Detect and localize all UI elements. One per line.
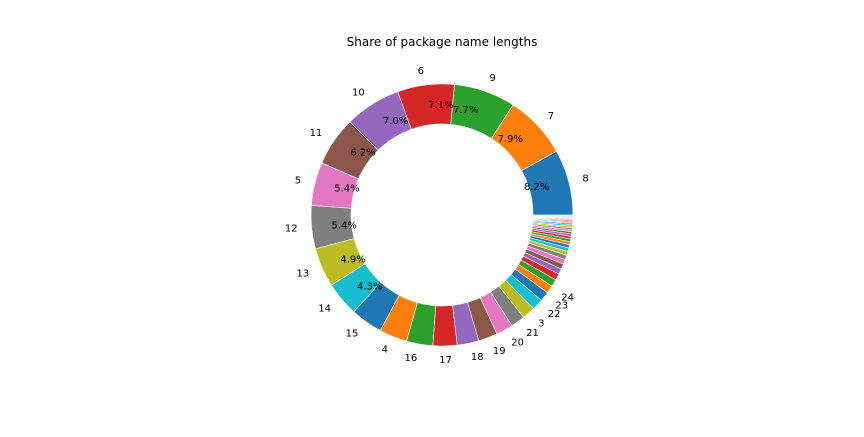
percent-label-9: 7.7%: [453, 105, 478, 116]
slice-label-10: 10: [352, 87, 365, 98]
percent-label-12: 5.4%: [331, 220, 356, 231]
slice-label-23: 23: [555, 300, 568, 311]
slice-label-24: 24: [561, 292, 574, 303]
percent-label-10: 7.0%: [383, 116, 408, 127]
slice-label-14: 14: [318, 303, 331, 314]
percent-labels-group: 8.2% 7.9% 7.7%7.1% 7.0% 6.2% 5.4% 5.4% 4.9% 4.3%: [331, 100, 549, 293]
slice-label-8: 8: [582, 174, 588, 185]
chart-title: Share of package name lengths: [347, 35, 538, 49]
percent-label-11: 6.2%: [350, 147, 375, 158]
percent-label-13: 4.9%: [340, 255, 365, 266]
slice-small-49: [532, 214, 574, 217]
slice-label-6: 6: [418, 66, 424, 77]
slice-label-9: 9: [490, 73, 496, 84]
slices-group: [310, 83, 574, 347]
slice-label-7: 7: [548, 111, 554, 122]
slice-label-3: 3: [538, 319, 544, 330]
percent-label-6: 7.1%: [428, 100, 453, 111]
slice-label-15: 15: [346, 328, 359, 339]
percent-label-5: 5.4%: [334, 184, 359, 195]
slice-label-5: 5: [295, 176, 301, 187]
slice-label-16: 16: [405, 353, 418, 364]
slice-label-17: 17: [439, 355, 452, 366]
slice-label-12: 12: [285, 224, 298, 235]
slice-label-21: 21: [526, 328, 539, 339]
slice-label-11: 11: [310, 128, 323, 139]
percent-label-7: 7.9%: [498, 134, 523, 145]
percent-label-8: 8.2%: [524, 182, 549, 193]
slice-label-22: 22: [548, 309, 561, 320]
slice-label-20: 20: [511, 337, 524, 348]
slice-label-18: 18: [471, 352, 484, 363]
slice-label-13: 13: [297, 268, 310, 279]
slice-label-4: 4: [382, 345, 388, 356]
slice-label-19: 19: [493, 346, 506, 357]
percent-label-14: 4.3%: [357, 281, 382, 292]
